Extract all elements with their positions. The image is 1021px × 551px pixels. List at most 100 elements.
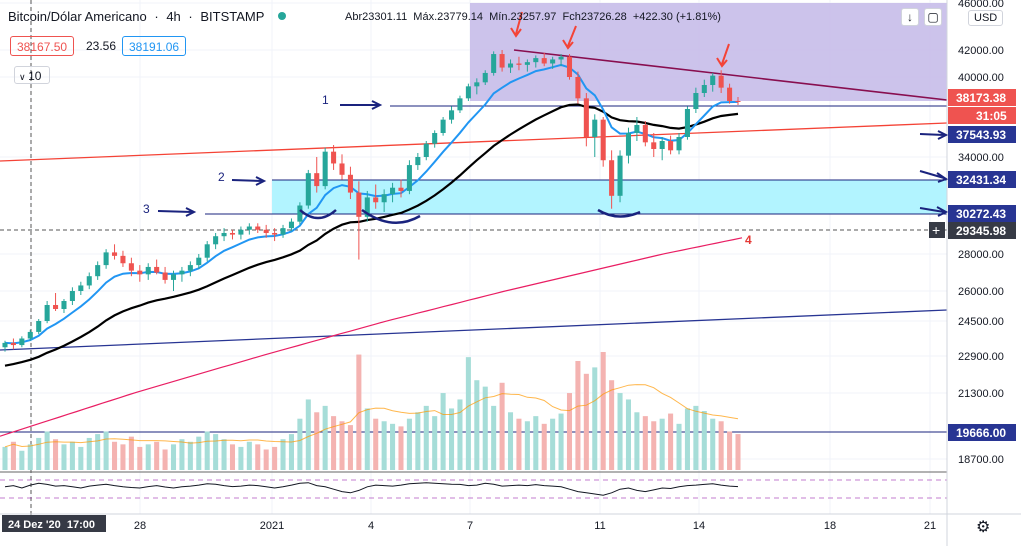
fullscreen-icon[interactable]: ▢ [924, 8, 942, 26]
candle-body [86, 276, 92, 286]
candle-body [524, 62, 530, 65]
annotation-label: 3 [143, 202, 150, 216]
volume-bar [550, 418, 556, 470]
annotation-arrow-1 [340, 100, 383, 110]
candle-body [221, 232, 227, 237]
volume-bar [229, 444, 236, 470]
candle-body [651, 142, 657, 149]
candle-body [381, 194, 387, 203]
volume-bar [609, 380, 615, 470]
annotation-label: 1 [322, 93, 329, 107]
indicator-collapse[interactable]: ∨ 10 [14, 66, 50, 84]
candle-body [364, 197, 370, 217]
ask-button[interactable]: 38191.06 [122, 36, 187, 56]
candle-body [600, 119, 606, 161]
volume-bar [701, 411, 707, 470]
candle-body [263, 229, 269, 233]
volume-bar [238, 446, 244, 470]
candle-body [566, 56, 573, 77]
candle-body [499, 54, 505, 68]
candle-body [449, 110, 455, 120]
candle-body [145, 266, 151, 275]
resistance-zone[interactable] [470, 3, 947, 101]
trendline-blue [0, 309, 948, 351]
volume-bar [314, 412, 320, 470]
candle-body [684, 109, 690, 137]
price-tick-label: 28000.00 [958, 249, 1004, 261]
candle-body [634, 125, 640, 133]
time-tick-label: 4 [368, 520, 374, 532]
volume-bar [213, 434, 219, 470]
chevron-down-icon: ∨ [19, 72, 29, 82]
candle-body [423, 143, 429, 157]
symbol-title: Bitcoin/Dólar Americano [8, 9, 147, 24]
volume-bar [398, 426, 404, 470]
candle-body [583, 98, 589, 137]
time-tick-label: 21 [924, 520, 936, 532]
price-axis[interactable]: 46000.00 42000.00 40000.00 34000.00 28000.00… [958, 0, 1004, 466]
volume-bar [86, 437, 92, 470]
candle-body [2, 342, 8, 348]
price-tick-label: 21300.00 [958, 388, 1004, 400]
volume-bar [103, 431, 109, 470]
volume-bar [735, 434, 741, 470]
candle-body [272, 232, 278, 235]
candle-body [491, 54, 497, 73]
candle-body [36, 321, 42, 332]
time-axis[interactable]: 28 2021 4 7 11 14 18 21 [134, 520, 936, 532]
volume-bar [524, 421, 530, 470]
candle-body [255, 226, 261, 230]
volume-bar [288, 434, 294, 470]
price-tick-label: 18700.00 [958, 454, 1004, 466]
candle-body [550, 59, 556, 64]
trendline-resistance [513, 49, 948, 101]
trendline-red [0, 122, 948, 162]
candle-body [331, 151, 337, 164]
candle-body [474, 82, 480, 87]
volume-bar [112, 441, 118, 470]
candle-body [415, 157, 421, 166]
level-arrow [919, 206, 949, 217]
volume-bar [465, 357, 471, 470]
time-tick-label: 2021 [260, 520, 284, 532]
volume-bar [246, 441, 252, 470]
volume-bar [406, 418, 412, 470]
price-tick-label: 46000.00 [958, 0, 1004, 10]
bid-button[interactable]: 38167.50 [10, 36, 75, 56]
volume-bar [727, 431, 733, 470]
level-label: 30272.43 [956, 207, 1006, 221]
price-tick-label: 22900.00 [958, 351, 1004, 363]
candle-body [78, 285, 84, 291]
candle-body [465, 86, 471, 99]
arc-bottom [597, 208, 641, 218]
symbol-header[interactable]: Bitcoin/Dólar Americano · 4h · BITSTAMP [8, 9, 290, 24]
volume-bar [137, 446, 143, 470]
crosshair-time-label: 24 Dez '20 17:00 [8, 519, 95, 531]
volume-bar [381, 421, 387, 470]
volume-bar [2, 446, 8, 470]
level-arrow [919, 130, 949, 140]
ema-slow-line [4, 103, 739, 367]
candle-body [179, 270, 185, 275]
candle-body [112, 252, 118, 256]
candle-body [440, 119, 446, 133]
volume-bar [305, 399, 311, 470]
volume-bar [651, 421, 657, 470]
volume-bar [449, 408, 455, 470]
candle-body [69, 291, 75, 301]
volume-bar [297, 418, 303, 470]
volume-bar [61, 444, 67, 470]
volume-bar [541, 423, 547, 470]
candle-body [238, 229, 244, 235]
candle-body [575, 77, 581, 99]
settings-gear-icon[interactable]: ⚙ [976, 519, 990, 536]
candle-body [398, 187, 404, 191]
volume-bar [684, 408, 690, 470]
candle-body [314, 173, 320, 187]
time-tick-label: 11 [594, 520, 605, 532]
arrow-down-icon[interactable]: ↓ [901, 8, 919, 26]
volume-bar [482, 386, 488, 470]
volume-bar [364, 408, 370, 470]
ohlc-legend: Abr23301.11 Máx.23779.14 Mín.23257.97 Fc… [345, 11, 721, 23]
